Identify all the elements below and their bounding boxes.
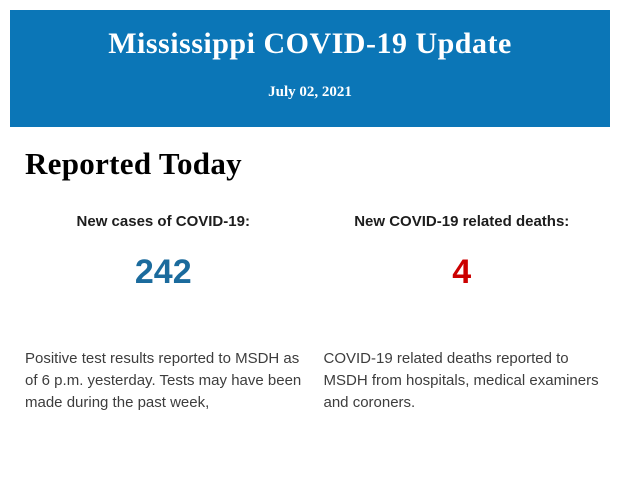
newsletter-title: Mississippi COVID-19 Update (108, 27, 512, 60)
stat-new-deaths: New COVID-19 related deaths: 4 COVID-19 … (324, 213, 601, 414)
section-title-reported-today: Reported Today (25, 146, 242, 181)
page: Mississippi COVID-19 Update July 02, 202… (0, 10, 620, 493)
newsletter-date: July 02, 2021 (268, 84, 352, 100)
stat-new-deaths-label: New COVID-19 related deaths: (354, 213, 570, 230)
newsletter-header: Mississippi COVID-19 Update July 02, 202… (10, 10, 610, 127)
stat-new-deaths-description: COVID-19 related deaths reported to MSDH… (323, 350, 599, 411)
stat-new-cases-label: New cases of COVID-19: (76, 213, 250, 230)
stat-new-cases-description: Positive test results reported to MSDH a… (25, 350, 302, 411)
stat-new-cases: New cases of COVID-19: 242 Positive test… (25, 213, 302, 414)
main-content: Reported Today New cases of COVID-19: 24… (0, 146, 620, 414)
stat-new-cases-value: 242 (134, 253, 192, 291)
stats-grid: New cases of COVID-19: 242 Positive test… (25, 213, 600, 414)
stat-new-deaths-value: 4 (452, 253, 472, 291)
